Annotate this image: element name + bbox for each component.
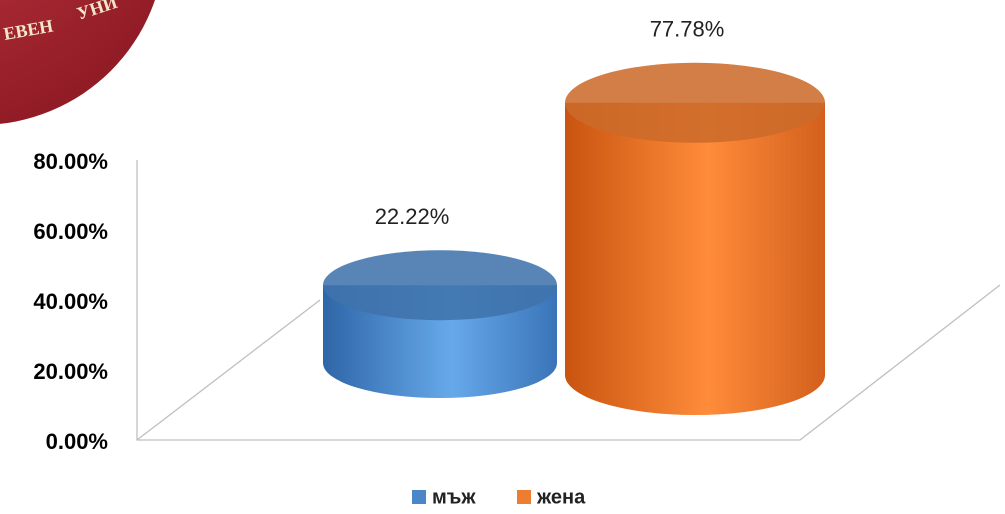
- cylinder: [565, 62, 825, 416]
- cylinder-side: [565, 102, 825, 416]
- y-tick-label: 20.00%: [33, 359, 108, 384]
- y-tick-label: 80.00%: [33, 149, 108, 174]
- legend-swatch: [412, 490, 426, 504]
- y-tick-label: 0.00%: [46, 429, 108, 454]
- logo: УНИ ЕВЕН: [0, 0, 155, 124]
- axis-frame: [136, 160, 1001, 441]
- cylinder-top-shade: [323, 250, 557, 321]
- cylinder: [323, 250, 557, 398]
- floor-edge: [136, 299, 321, 441]
- legend-label: мъж: [432, 486, 476, 508]
- value-label: 22.22%: [375, 204, 450, 229]
- floor: [136, 160, 1001, 441]
- legend-label: жена: [536, 486, 586, 508]
- cylinder-top: [323, 250, 557, 321]
- y-tick-label: 60.00%: [33, 219, 108, 244]
- logo-disc: [0, 0, 155, 124]
- cylinder-top-shade: [565, 62, 825, 143]
- legend-swatch: [517, 490, 531, 504]
- y-tick-label: 40.00%: [33, 289, 108, 314]
- cylinder-top: [565, 62, 825, 143]
- value-label: 77.78%: [650, 17, 725, 42]
